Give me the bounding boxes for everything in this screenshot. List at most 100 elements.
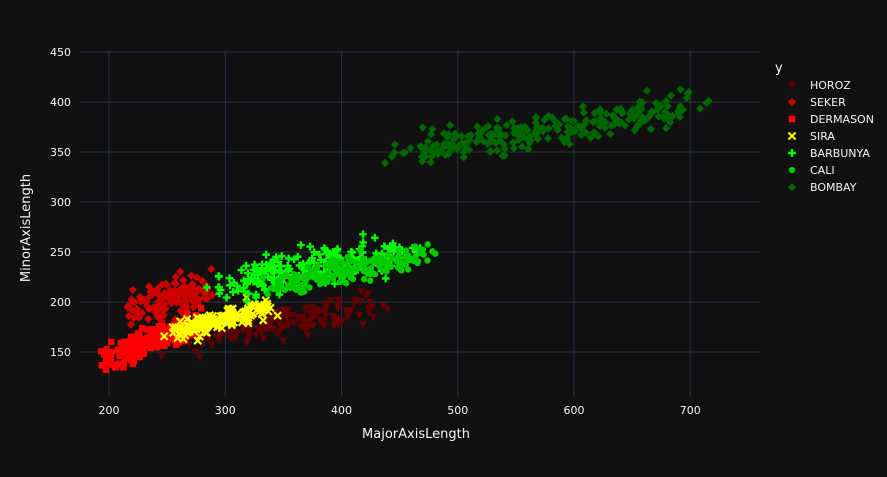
data-point [242,261,250,270]
legend-label: BARBUNYA [810,147,870,160]
data-point [225,274,234,283]
data-point [465,136,474,145]
data-point [279,324,287,332]
legend-label: SIRA [810,130,835,143]
data-point [122,339,130,347]
data-point [333,245,342,253]
data-point [383,306,392,314]
data-point [325,269,333,277]
data-point [183,323,193,333]
data-point [189,291,198,300]
data-point [258,260,266,269]
data-point [380,158,390,168]
legend-item-bombay[interactable]: BOMBAY [787,181,857,194]
data-point [668,112,677,121]
data-point [498,151,507,160]
data-point [347,307,356,315]
data-point [183,311,191,318]
data-point [226,281,234,290]
data-point [108,338,115,346]
data-point [386,244,395,252]
data-point [144,314,153,324]
y-axis-title: MinorAxisLength [19,174,34,282]
data-point [252,293,260,302]
data-point [109,348,116,356]
legend-marker-icon [788,81,796,89]
data-point [310,248,319,257]
legend-item-dermason[interactable]: DERMASON [788,113,874,126]
data-point [154,329,162,336]
data-point [644,112,653,122]
data-point [474,129,483,138]
legend-item-barbunya[interactable]: BARBUNYA [788,147,870,160]
data-point [143,326,150,333]
data-point [257,329,266,337]
data-point [606,129,615,139]
series-seker [123,264,217,329]
data-point [357,288,365,296]
data-point [412,243,419,250]
legend-item-cali[interactable]: CALI [788,164,835,177]
legend-marker-icon [788,149,796,157]
data-point [229,278,238,287]
data-point [243,337,252,345]
data-point [459,147,468,157]
data-point [124,312,134,321]
data-point [423,137,433,146]
data-point [283,319,292,327]
data-point [676,102,685,111]
data-point [426,157,435,167]
data-point [364,290,372,298]
data-point [330,313,339,321]
data-point [154,333,161,341]
data-point [134,336,141,344]
data-point [662,123,671,133]
data-point [657,101,666,110]
data-point [100,362,107,369]
legend-item-sira[interactable]: SIRA [787,130,835,143]
data-point [563,127,572,137]
data-point [202,316,211,325]
legend-item-seker[interactable]: SEKER [787,96,846,109]
legend-marker-icon [788,166,796,174]
data-point [128,333,135,340]
data-point [269,325,278,333]
data-point [563,122,573,131]
data-point [126,320,136,329]
data-point [183,289,192,299]
y-tick-label: 200 [50,296,71,309]
data-point [432,140,441,149]
data-point [103,346,110,353]
data-point [588,117,598,127]
data-point [154,290,164,300]
data-point [123,303,133,312]
data-point [170,290,180,299]
data-point [164,331,172,339]
data-point [414,259,421,267]
data-point [616,104,625,113]
data-point [321,311,330,319]
data-point [355,311,363,319]
data-point [501,131,510,140]
data-point [136,353,143,361]
data-point [336,278,344,286]
data-point [340,271,347,279]
x-tick-label: 500 [447,404,468,417]
y-tick-label: 300 [50,196,71,209]
data-point [164,337,171,344]
data-point [675,112,685,122]
data-point [258,315,268,325]
legend-item-horoz[interactable]: HOROZ [788,79,851,92]
data-point [347,274,355,281]
data-point [424,241,431,248]
y-tick-label: 250 [50,246,71,259]
data-point [343,314,352,322]
data-point [253,325,262,333]
data-point [116,360,123,367]
data-point [544,124,553,133]
data-point [144,305,154,314]
data-point [329,255,336,263]
data-point [257,326,266,334]
data-point [502,121,511,130]
